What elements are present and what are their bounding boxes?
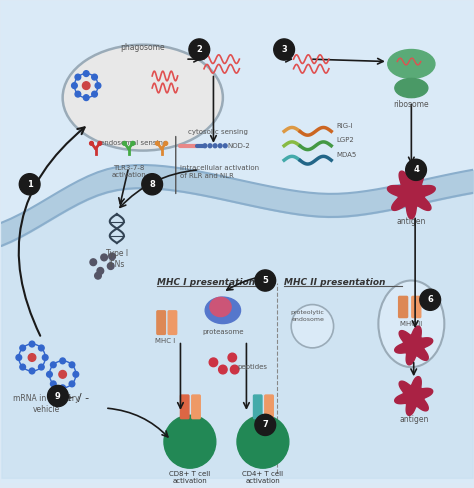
Text: phagosome: phagosome	[120, 42, 165, 52]
Circle shape	[142, 174, 163, 195]
Text: 8: 8	[149, 180, 155, 189]
Text: intracellular activation
of RLR and NLR: intracellular activation of RLR and NLR	[181, 165, 260, 179]
Circle shape	[255, 270, 276, 291]
Ellipse shape	[63, 45, 223, 151]
Circle shape	[255, 414, 276, 435]
Circle shape	[95, 272, 101, 279]
Text: 1: 1	[27, 180, 33, 189]
Circle shape	[108, 263, 114, 269]
Text: CD8+ T cell
activation: CD8+ T cell activation	[169, 471, 210, 484]
Circle shape	[274, 39, 294, 60]
FancyBboxPatch shape	[412, 296, 421, 318]
Text: 6: 6	[427, 295, 433, 304]
Circle shape	[28, 354, 36, 361]
FancyBboxPatch shape	[399, 296, 408, 318]
Circle shape	[219, 365, 227, 374]
Text: proteasome: proteasome	[202, 328, 244, 335]
Circle shape	[29, 341, 35, 347]
Circle shape	[16, 355, 22, 361]
Circle shape	[95, 83, 101, 88]
Circle shape	[20, 345, 26, 351]
Ellipse shape	[395, 79, 428, 98]
Text: MHC II presentation: MHC II presentation	[284, 279, 385, 287]
Circle shape	[75, 74, 81, 80]
Circle shape	[230, 365, 239, 374]
Text: TLR3-7-8
activation: TLR3-7-8 activation	[111, 165, 146, 178]
Circle shape	[131, 142, 135, 145]
Circle shape	[59, 370, 66, 378]
Circle shape	[20, 364, 26, 370]
Text: 9: 9	[55, 391, 61, 401]
Text: MDA5: MDA5	[336, 152, 356, 158]
Text: Type I
IFNs: Type I IFNs	[106, 249, 128, 269]
Text: + / -: + / -	[65, 393, 89, 404]
Circle shape	[82, 82, 90, 89]
FancyBboxPatch shape	[181, 395, 189, 419]
Text: proteolytic
endosome: proteolytic endosome	[291, 310, 325, 322]
Circle shape	[91, 74, 97, 80]
Polygon shape	[387, 171, 435, 219]
Circle shape	[164, 142, 168, 145]
Text: MHC I presentation: MHC I presentation	[157, 279, 255, 287]
Text: LGP2: LGP2	[336, 137, 354, 143]
Text: antigen: antigen	[399, 415, 428, 424]
Text: 5: 5	[262, 276, 268, 285]
Circle shape	[209, 358, 218, 366]
Circle shape	[189, 39, 210, 60]
Circle shape	[38, 345, 44, 351]
Circle shape	[38, 364, 44, 370]
Text: cytosolic sensing: cytosolic sensing	[188, 129, 247, 135]
FancyBboxPatch shape	[254, 395, 262, 419]
Circle shape	[237, 415, 289, 468]
Text: antigen: antigen	[397, 217, 426, 225]
Ellipse shape	[291, 305, 334, 348]
Circle shape	[213, 144, 217, 148]
FancyBboxPatch shape	[168, 311, 177, 334]
Text: MHC I: MHC I	[155, 338, 175, 344]
Text: endosomal sensing: endosomal sensing	[100, 141, 167, 146]
Text: 7: 7	[263, 420, 268, 429]
Text: RIG-I: RIG-I	[336, 123, 353, 129]
Circle shape	[19, 174, 40, 195]
Text: ribosome: ribosome	[393, 100, 429, 109]
Ellipse shape	[388, 49, 435, 79]
Text: mRNA in delivery
vehicle: mRNA in delivery vehicle	[13, 394, 80, 414]
Circle shape	[90, 142, 93, 145]
Polygon shape	[395, 326, 433, 365]
Circle shape	[60, 358, 65, 364]
Circle shape	[223, 144, 227, 148]
Circle shape	[60, 385, 65, 391]
Circle shape	[73, 371, 79, 377]
Text: NOD-2: NOD-2	[228, 143, 250, 149]
Circle shape	[51, 362, 56, 368]
Circle shape	[98, 142, 101, 145]
Polygon shape	[395, 377, 433, 415]
Text: 4: 4	[413, 165, 419, 174]
Circle shape	[83, 71, 89, 77]
Circle shape	[83, 95, 89, 101]
Circle shape	[420, 289, 440, 310]
Circle shape	[51, 381, 56, 387]
Circle shape	[47, 386, 68, 407]
Circle shape	[164, 415, 216, 468]
Circle shape	[69, 381, 75, 387]
Text: 3: 3	[281, 45, 287, 54]
Circle shape	[101, 254, 108, 261]
FancyBboxPatch shape	[157, 311, 165, 334]
Circle shape	[123, 142, 127, 145]
Circle shape	[75, 91, 81, 97]
Circle shape	[155, 142, 159, 145]
Text: 2: 2	[196, 45, 202, 54]
Circle shape	[203, 144, 207, 148]
Circle shape	[90, 259, 97, 265]
Circle shape	[208, 144, 212, 148]
Ellipse shape	[210, 297, 231, 317]
Text: CD4+ T cell
activation: CD4+ T cell activation	[242, 471, 283, 484]
Circle shape	[228, 353, 237, 362]
Ellipse shape	[205, 297, 240, 324]
FancyBboxPatch shape	[265, 395, 273, 419]
Text: MHC II: MHC II	[400, 322, 422, 327]
Circle shape	[29, 368, 35, 374]
FancyBboxPatch shape	[192, 395, 200, 419]
